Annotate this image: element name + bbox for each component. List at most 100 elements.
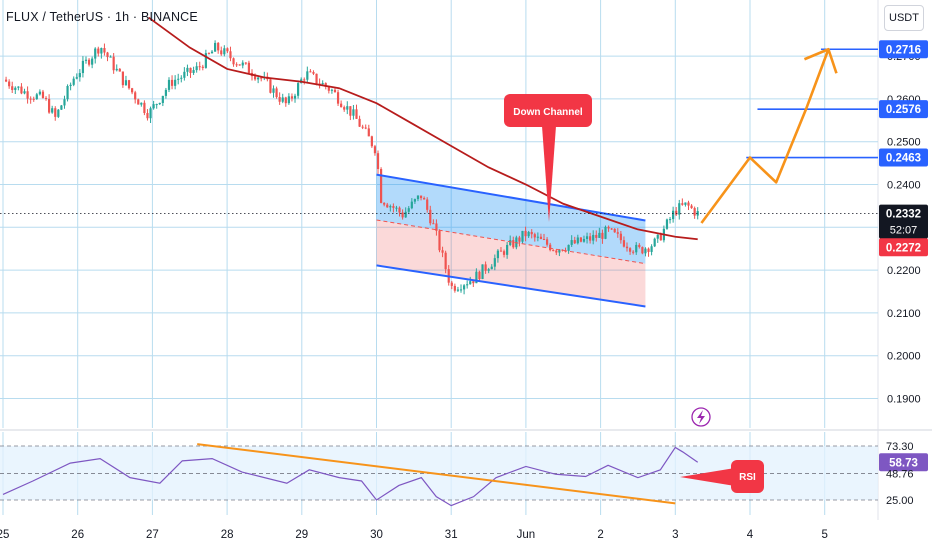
rsi-current-label: 58.73 (879, 453, 928, 472)
x-tick-label: 5 (821, 529, 827, 541)
target-lines (746, 48, 878, 159)
candle (336, 89, 340, 106)
candle (303, 77, 306, 85)
candle (407, 206, 410, 213)
candle-body (644, 248, 647, 254)
candle-body (462, 285, 466, 290)
candle-body (459, 289, 463, 291)
candle (595, 230, 598, 242)
ma-value-bg (879, 238, 928, 257)
candle (506, 241, 509, 259)
candle-body (121, 71, 124, 86)
candle-body (51, 108, 54, 113)
candle (668, 216, 672, 224)
symbol-title: FLUX / TetherUS · 1h · BINANCE (6, 10, 198, 24)
rsi-callout-box (731, 460, 764, 493)
candle-body (524, 230, 527, 237)
candle (635, 242, 638, 255)
candle (287, 93, 290, 105)
currency-button[interactable]: USDT (884, 5, 924, 31)
candle-body (127, 80, 131, 89)
candle-body (349, 106, 352, 116)
candle-body (376, 153, 380, 170)
candle (275, 86, 278, 99)
candle (625, 242, 629, 252)
candle-body (94, 48, 97, 59)
candle-body (106, 52, 109, 58)
rsi-mid-label: 48.76 (886, 468, 914, 480)
candle-body (174, 79, 177, 86)
candle (121, 71, 124, 88)
projection-path (700, 48, 830, 224)
candle (29, 96, 32, 104)
candle-body (665, 219, 669, 229)
candle-body (177, 78, 180, 80)
candle (306, 66, 309, 83)
candle-body (530, 231, 533, 235)
candle-body (656, 234, 659, 239)
candle (97, 46, 100, 57)
candle-body (444, 252, 447, 270)
x-tick-label: 30 (370, 529, 383, 541)
candle (432, 219, 435, 225)
candle (11, 81, 14, 94)
candle (549, 242, 552, 252)
candle (75, 73, 78, 80)
candle-body (435, 223, 438, 231)
candle-body (536, 236, 539, 238)
candle-body (355, 109, 358, 119)
candle (57, 109, 60, 119)
candle-body (134, 92, 137, 100)
candle-body (668, 219, 672, 221)
x-tick-label: 4 (747, 529, 754, 541)
candle (180, 75, 183, 83)
down-channel-callout-box (504, 94, 592, 127)
target3-label-text: 0.2716 (886, 44, 921, 56)
candle-body (17, 86, 20, 88)
y-tick-label: 0.2200 (887, 265, 921, 277)
candle-body (143, 102, 146, 113)
x-tick-label: 25 (0, 529, 9, 541)
candle (38, 89, 41, 96)
candle-body (198, 66, 201, 68)
candle (315, 73, 318, 86)
candle-body (499, 250, 503, 252)
candle (687, 200, 690, 211)
moving-average-line (148, 16, 698, 241)
candle (124, 75, 128, 86)
candle-body (389, 206, 392, 208)
candle (198, 61, 201, 71)
candle-body (358, 118, 361, 127)
candle (100, 47, 103, 59)
candle (158, 102, 161, 106)
x-tick-label: 29 (295, 529, 308, 541)
candle (257, 76, 260, 84)
candle (220, 46, 223, 56)
candle-body (367, 128, 370, 137)
candle-body (155, 104, 158, 106)
rsi-upper-label: 73.30 (886, 441, 914, 453)
candle-body (149, 108, 152, 119)
candle (539, 233, 543, 240)
candle (278, 92, 281, 105)
channel-lower-fill (376, 220, 646, 307)
candle-body (601, 232, 604, 239)
candle (177, 73, 180, 85)
candle-body (687, 202, 690, 206)
candle-body (241, 62, 244, 66)
candle (346, 101, 349, 115)
x-tick-label: Jun (517, 529, 536, 541)
x-tick-label: 31 (445, 529, 458, 541)
candle-body (257, 77, 260, 80)
candle-body (321, 83, 324, 85)
candle-body (100, 48, 103, 54)
candle-body (195, 66, 198, 71)
candle-body (466, 284, 469, 286)
channel-mid-line (376, 219, 646, 265)
candle (35, 92, 38, 100)
candle-body (38, 91, 41, 95)
candle-body (582, 238, 586, 242)
candle-body (635, 244, 638, 253)
candle-body (201, 66, 204, 68)
